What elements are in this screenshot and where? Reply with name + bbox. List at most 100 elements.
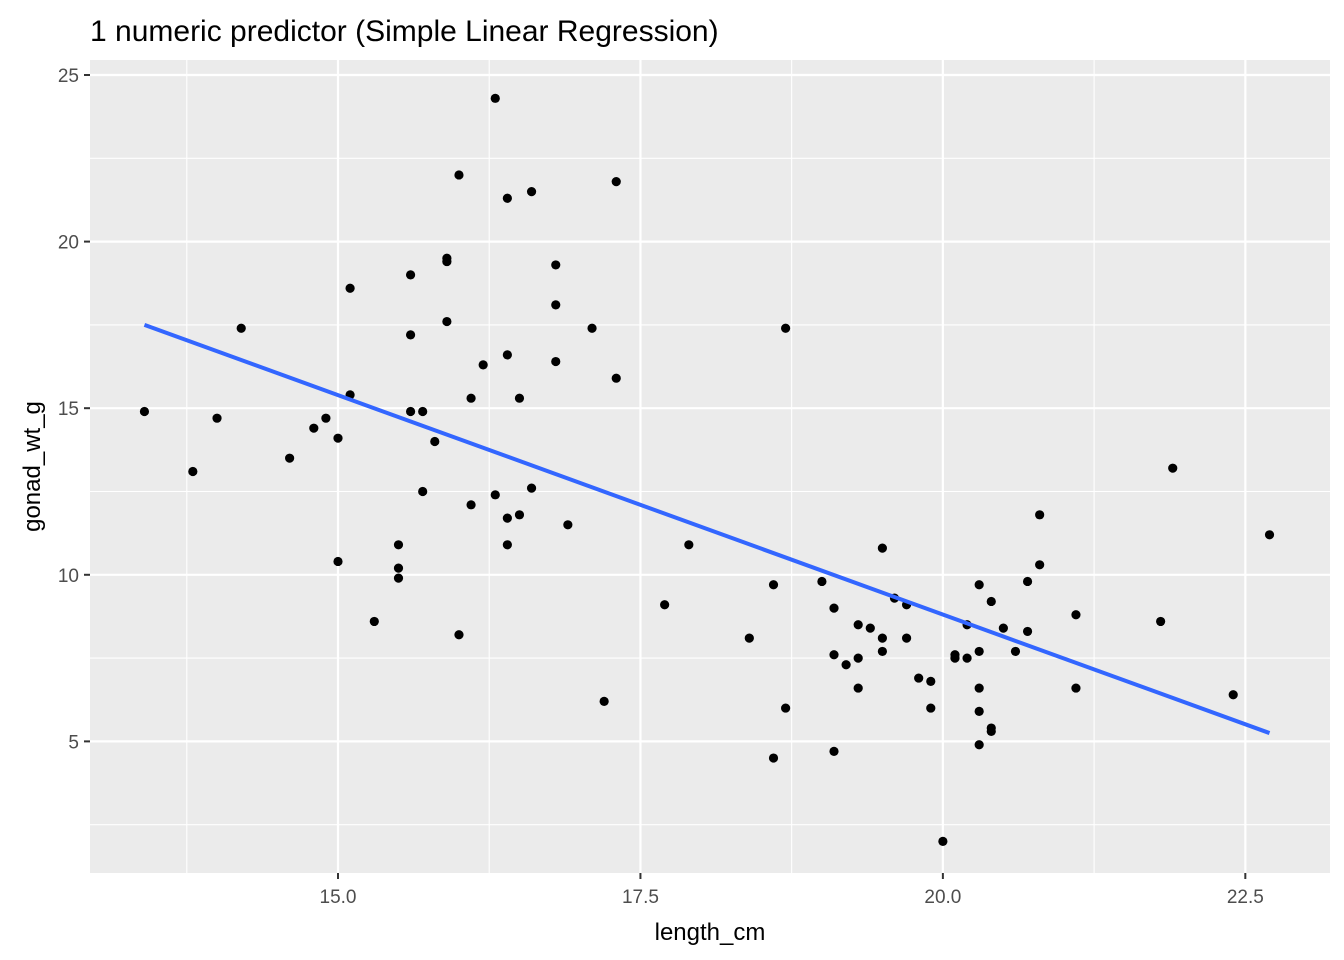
data-point [986,596,996,607]
y-tick-label: 15 [58,399,79,420]
data-point [514,393,525,403]
data-point [1168,463,1178,473]
data-point [502,513,512,523]
data-point [418,486,428,497]
data-point [333,433,343,443]
data-point [817,576,827,587]
y-tick-label: 5 [68,732,79,753]
data-point [405,270,416,280]
x-axis: 15.0 17.5 20.0 22.5 [320,873,1264,908]
data-point [998,623,1008,633]
data-point [974,683,984,693]
data-point [1264,530,1275,540]
y-axis-title: gonad_wt_g [19,401,46,532]
data-point [841,660,851,670]
x-tick-label: 15.0 [320,887,357,908]
y-tick-label: 20 [58,233,79,254]
x-axis-title: length_cm [655,919,766,946]
data-point [393,573,404,583]
data-point [744,633,754,643]
data-point [502,193,512,203]
data-point [877,633,887,643]
data-point [587,323,597,333]
y-axis: 5 10 15 20 25 [58,66,90,753]
data-point [853,683,863,693]
data-point [611,373,621,383]
data-point [430,436,440,447]
data-point [1035,560,1045,570]
data-point [551,356,561,367]
data-point [309,423,319,433]
data-point [466,500,476,510]
data-point [901,633,912,643]
data-point [393,540,404,550]
data-point [405,406,416,417]
data-point [551,260,561,270]
data-point [285,453,295,463]
data-point [974,740,984,750]
data-point [926,676,936,687]
data-point [877,543,887,553]
data-point [853,620,863,630]
x-tick-label: 20.0 [924,887,961,908]
chart-title: 1 numeric predictor (Simple Linear Regre… [90,15,719,48]
x-tick-label: 17.5 [622,887,659,908]
data-point [454,630,464,640]
data-point [1010,646,1021,657]
data-point [599,696,609,707]
data-point [514,510,525,520]
data-point [502,540,512,550]
major-gridlines [90,60,1330,873]
data-point [962,653,972,663]
data-point [1071,610,1081,620]
data-point [321,413,331,423]
data-point [781,323,791,333]
data-point [1156,616,1166,627]
data-point [418,406,428,417]
data-point [1071,683,1081,693]
data-point [466,393,476,403]
regression-line [143,323,1271,735]
data-point [502,350,512,360]
data-point [1228,690,1238,700]
data-point [853,653,863,663]
data-point [1022,626,1033,637]
data-point [950,653,960,663]
data-point [526,483,537,493]
data-point [333,556,343,567]
data-point [611,177,621,187]
data-point [1022,576,1033,587]
data-point [974,706,984,716]
data-point [974,580,984,590]
minor-gridlines [90,60,1330,873]
data-point [139,406,150,417]
data-point [660,600,670,610]
data-point [829,746,839,756]
data-point [781,703,791,713]
y-tick-label: 10 [58,566,79,587]
data-point [974,646,984,657]
data-point [926,703,936,713]
data-point [829,603,839,613]
data-point [1035,510,1045,520]
data-point [768,753,779,763]
y-tick-label: 25 [58,66,79,87]
plot-panel [90,60,1330,873]
data-point [212,413,222,423]
data-point [478,360,488,370]
data-point [188,466,198,477]
data-point [442,256,452,267]
data-point [829,650,839,660]
data-point [490,490,500,500]
data-point [914,673,924,683]
data-points [139,93,1275,846]
data-point [345,283,355,293]
data-point [236,323,246,333]
data-point [442,316,452,327]
data-point [563,520,573,530]
data-point [684,540,694,550]
data-point [986,726,996,736]
data-point [454,170,464,180]
data-point [405,330,416,340]
